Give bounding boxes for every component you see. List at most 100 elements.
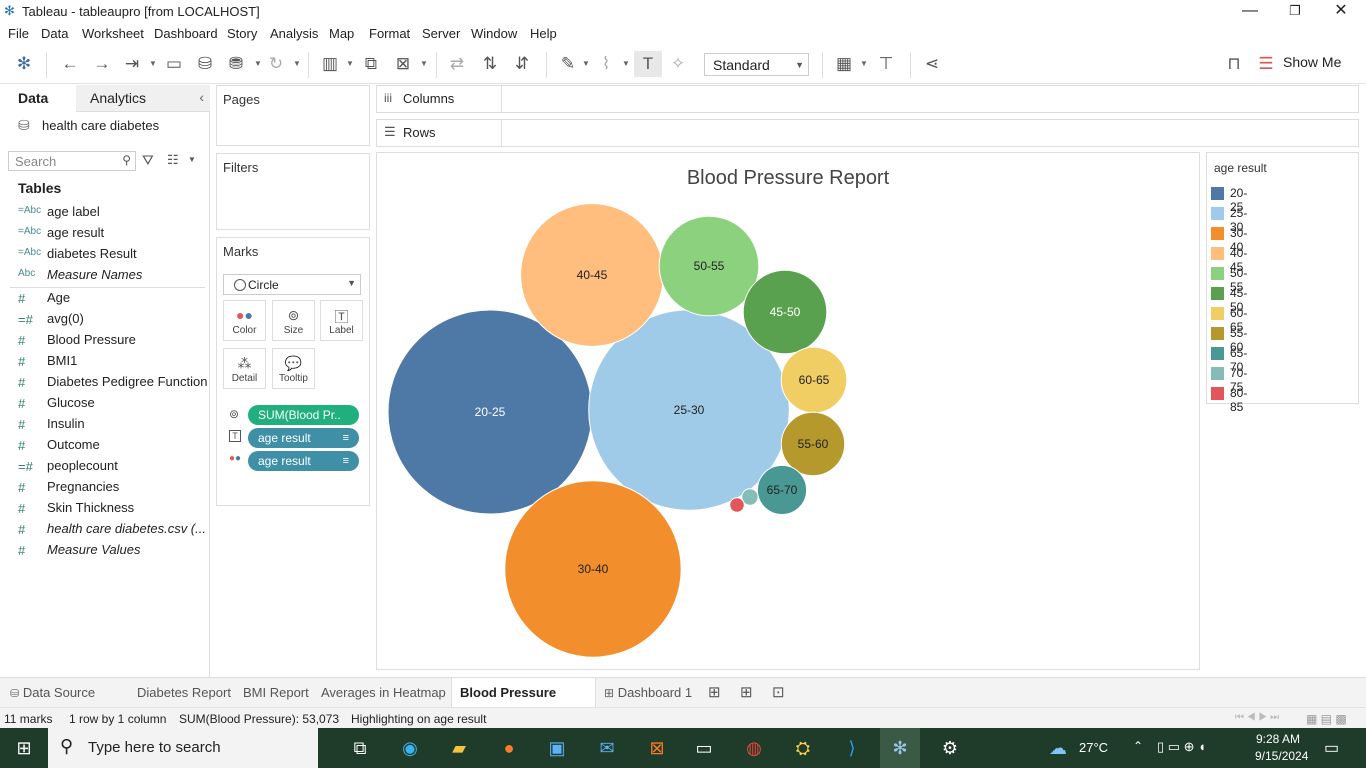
mail-icon[interactable]: ✉ [599,738,615,758]
clock-date[interactable]: 9/15/2024 [1255,749,1309,763]
new-story-tab-icon[interactable]: ⊡ [772,684,785,701]
bubble-50-55[interactable] [658,215,760,317]
file-explorer-icon[interactable]: ▰ [452,738,466,758]
field-item[interactable]: =Abc diabetes Result [0,244,208,265]
field-item[interactable]: Abc Measure Names [0,265,208,286]
clear-sheet-icon[interactable]: ⊠ [395,54,411,73]
tray-icons[interactable]: ▯ ▭ ⊕ ◖ [1157,739,1207,754]
tab-data[interactable]: Data [0,85,76,112]
field-item[interactable]: # Age [0,288,208,309]
tab-analytics[interactable]: Analytics ‹ [76,85,210,112]
settings-icon[interactable]: ⚙ [941,738,959,758]
menu-format[interactable]: Format [369,26,411,41]
size-button[interactable]: ⊚ Size [272,300,315,341]
python-icon[interactable]: ⛭ [795,738,811,758]
columns-shelf[interactable]: iii Columns [376,85,1359,113]
color-button[interactable]: ●● Color [223,300,266,341]
refresh-icon[interactable]: ↻ [268,54,284,73]
field-item[interactable]: # Insulin [0,414,208,435]
detail-button[interactable]: ⁂ Detail [223,348,266,389]
restore-button[interactable]: ❐ [1289,3,1301,18]
save-icon[interactable]: ▭ [165,54,183,73]
tab-bmi-report[interactable]: BMI Report [237,678,312,708]
chrome-icon[interactable]: ◍ [746,738,762,758]
windows-start-icon[interactable]: ⊞ [16,738,32,758]
minimize-button[interactable]: — [1242,2,1258,19]
sheet-nav-icon[interactable]: ⏮ ◀ ▶ ⏭ [1235,712,1280,723]
bubble-70-75[interactable] [741,488,759,506]
menu-help[interactable]: Help [530,26,557,41]
bubble-80-85[interactable] [729,497,745,513]
new-dashboard-tab-icon[interactable]: ⊞ [740,684,753,701]
fit-mode-select[interactable]: Standard ▼ [704,53,809,76]
sort-ascending-icon[interactable]: ⇅ [482,54,498,73]
clock-time[interactable]: 9:28 AM [1256,732,1301,746]
tableau-taskbar-icon[interactable]: ✻ [880,728,920,768]
label-button[interactable]: 🅃 Label [320,300,363,341]
color-pill[interactable]: age result ≡ [248,451,359,471]
menu-analysis[interactable]: Analysis [270,26,319,41]
view-grid-icon[interactable]: ▦ ▤ ▩ [1306,712,1347,726]
duplicate-icon[interactable]: ⧉ [364,54,378,73]
menu-window[interactable]: Window [471,26,518,41]
swap-icon[interactable]: ⇄ [449,54,465,73]
pause-updates-icon[interactable]: ⛃ [228,54,244,73]
edge-icon[interactable]: ◉ [402,738,418,758]
new-data-source-icon[interactable]: ⛁ [197,54,213,73]
menu-file[interactable]: File [8,26,29,41]
field-item[interactable]: # Skin Thickness [0,498,208,519]
firefox-icon[interactable]: ● [503,738,515,758]
tab-averages-heatmap[interactable]: Averages in Heatmap [315,678,450,708]
tray-up-icon[interactable]: ⌃ [1133,739,1144,753]
tab-diabetes-report[interactable]: Diabetes Report [131,678,235,708]
terminal-icon[interactable]: ▭ [695,738,713,758]
bubble-30-40[interactable] [504,480,682,658]
replay-icon[interactable]: ⇥ [124,54,140,73]
menu-map[interactable]: Map [329,26,355,41]
size-pill[interactable]: SUM(Blood Pr.. [248,405,359,425]
vscode-icon[interactable]: ⟩ [848,738,856,758]
tableau-home-icon[interactable]: ✻ [16,54,32,73]
presentation-mode-icon[interactable]: ⊤ [878,54,894,73]
menu-server[interactable]: Server [422,26,461,41]
field-item[interactable]: =Abc age label [0,202,208,223]
pages-card[interactable]: Pages [216,85,370,146]
taskbar-search[interactable]: ⚲ Type here to search [48,728,318,768]
show-cards-icon[interactable]: ▦ [835,54,853,73]
show-labels-icon[interactable]: T [634,51,662,77]
undo-icon[interactable]: ← [61,54,79,73]
bubble-55-60[interactable] [780,411,846,477]
filters-card[interactable]: Filters [216,153,370,230]
close-button[interactable]: ✕ [1334,2,1348,19]
share-icon[interactable]: ⋖ [924,54,940,73]
filter-icon[interactable]: ⛛ [142,152,154,168]
field-item[interactable]: # Blood Pressure [0,330,208,351]
field-item[interactable]: # Measure Values [0,540,208,561]
mark-type-select[interactable]: Circle ▼ [223,274,361,295]
new-worksheet-tab-icon[interactable]: ⊞ [708,684,721,701]
field-item[interactable]: # Pregnancies [0,477,208,498]
redo-icon[interactable]: → [93,54,111,73]
bubble-45-50[interactable] [742,269,828,355]
field-item[interactable]: # Diabetes Pedigree Function [0,372,208,393]
field-item[interactable]: # Outcome [0,435,208,456]
weather-icon[interactable]: ☁ [1049,738,1067,758]
tooltip-button[interactable]: 💬 Tooltip [272,348,315,389]
menu-worksheet[interactable]: Worksheet [82,26,144,41]
rows-shelf[interactable]: ☰ Rows [376,119,1359,147]
field-item[interactable]: # health care diabetes.csv (... [0,519,208,540]
bubble-65-70[interactable] [756,464,808,516]
tab-data-source[interactable]: ⛁ Data Source [0,678,130,708]
field-item[interactable]: # Glucose [0,393,208,414]
field-search-input[interactable]: Search ⚲ [8,151,136,171]
menu-data[interactable]: Data [41,26,69,41]
field-item[interactable]: =# avg(0) [0,309,208,330]
field-item[interactable]: =Abc age result [0,223,208,244]
tab-blood-pressure-report[interactable]: Blood Pressure Report [451,678,596,730]
menu-story[interactable]: Story [227,26,258,41]
task-view-icon[interactable]: ⧉ [353,738,367,758]
pin-icon[interactable]: ✧ [670,54,686,73]
menu-dashboard[interactable]: Dashboard [154,26,218,41]
store-icon[interactable]: ▣ [548,738,566,758]
notifications-icon[interactable]: ▭ [1324,740,1340,757]
